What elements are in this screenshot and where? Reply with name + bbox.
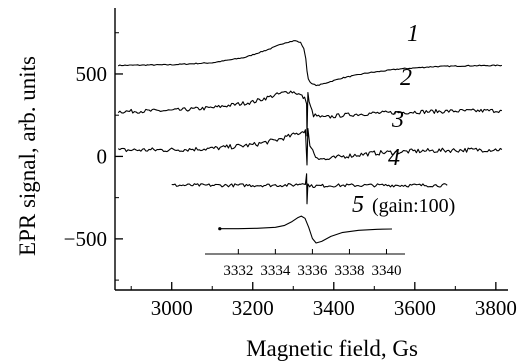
x-tick-label: 3000 (151, 296, 193, 320)
x-tick-label: 3400 (313, 296, 355, 320)
series-layer: 1 2 3 4 (117, 21, 503, 205)
inset-x-tick-label: 3336 (297, 263, 328, 279)
series-4-label: 4 (388, 145, 400, 171)
x-axis-label: Magnetic field, Gs (246, 336, 418, 361)
series-5-start-marker (218, 227, 222, 231)
series-2-line (117, 90, 503, 137)
series-3-label: 3 (391, 107, 404, 133)
series-2-label: 2 (400, 65, 412, 91)
series-1-label: 1 (407, 21, 419, 47)
series-5-label: 5 (352, 192, 364, 218)
inset-x-tick-label: 3332 (223, 263, 253, 279)
x-tick-label: 3800 (475, 296, 517, 320)
y-axis-label: EPR signal, arb. units (15, 56, 40, 256)
y-tick-label: 500 (76, 62, 108, 86)
x-tick-label: 3200 (232, 296, 274, 320)
inset-x-tick-label: 3334 (260, 263, 291, 279)
y-tick-label: 0 (97, 144, 108, 168)
series-5-line (219, 215, 393, 244)
series-4-line (171, 173, 448, 205)
series-1-line (117, 40, 503, 87)
x-tick-label: 3600 (394, 296, 436, 320)
axes: 3000 3200 3400 3600 3800 500 0 −500 (64, 8, 517, 320)
series-5-note: (gain:100) (372, 195, 455, 217)
y-tick-label: −500 (64, 227, 107, 251)
inset-x-tick-label: 3340 (371, 263, 401, 279)
series-3-line (117, 127, 503, 166)
inset-x-tick-label: 3338 (334, 263, 364, 279)
inset: 3332 3334 3336 3338 3340 5 (gain:100) (205, 192, 455, 279)
